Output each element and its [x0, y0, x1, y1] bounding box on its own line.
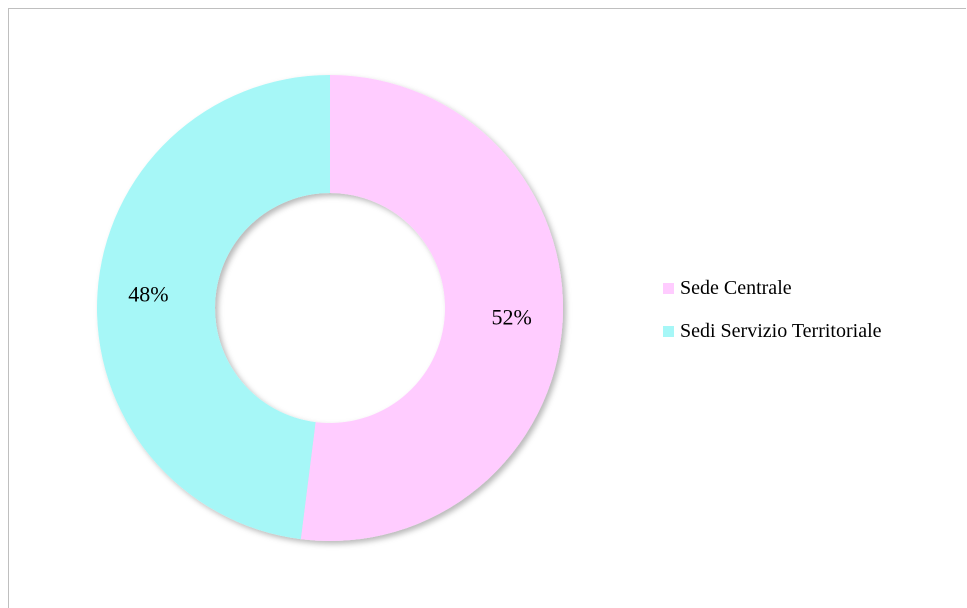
legend-item-sedi-servizio-territoriale: Sedi Servizio Territoriale [663, 316, 882, 346]
donut-slices [97, 75, 564, 541]
legend-swatch-sede-centrale [663, 282, 674, 294]
legend-swatch-sedi-servizio-territoriale [663, 325, 674, 337]
donut-labels: 52% 48% [128, 282, 532, 330]
legend-item-sede-centrale: Sede Centrale [663, 273, 882, 303]
legend: Sede Centrale Sedi Servizio Territoriale [663, 273, 882, 359]
legend-label-sede-centrale: Sede Centrale [680, 276, 792, 299]
donut-slice-sedi-servizio-territoriale [97, 75, 330, 540]
donut-slice-sede-centrale [300, 75, 564, 541]
data-label-sede-centrale: 52% [491, 304, 531, 329]
data-label-sedi-servizio-territoriale: 48% [128, 282, 168, 307]
legend-label-sedi-servizio-territoriale: Sedi Servizio Territoriale [680, 319, 882, 342]
